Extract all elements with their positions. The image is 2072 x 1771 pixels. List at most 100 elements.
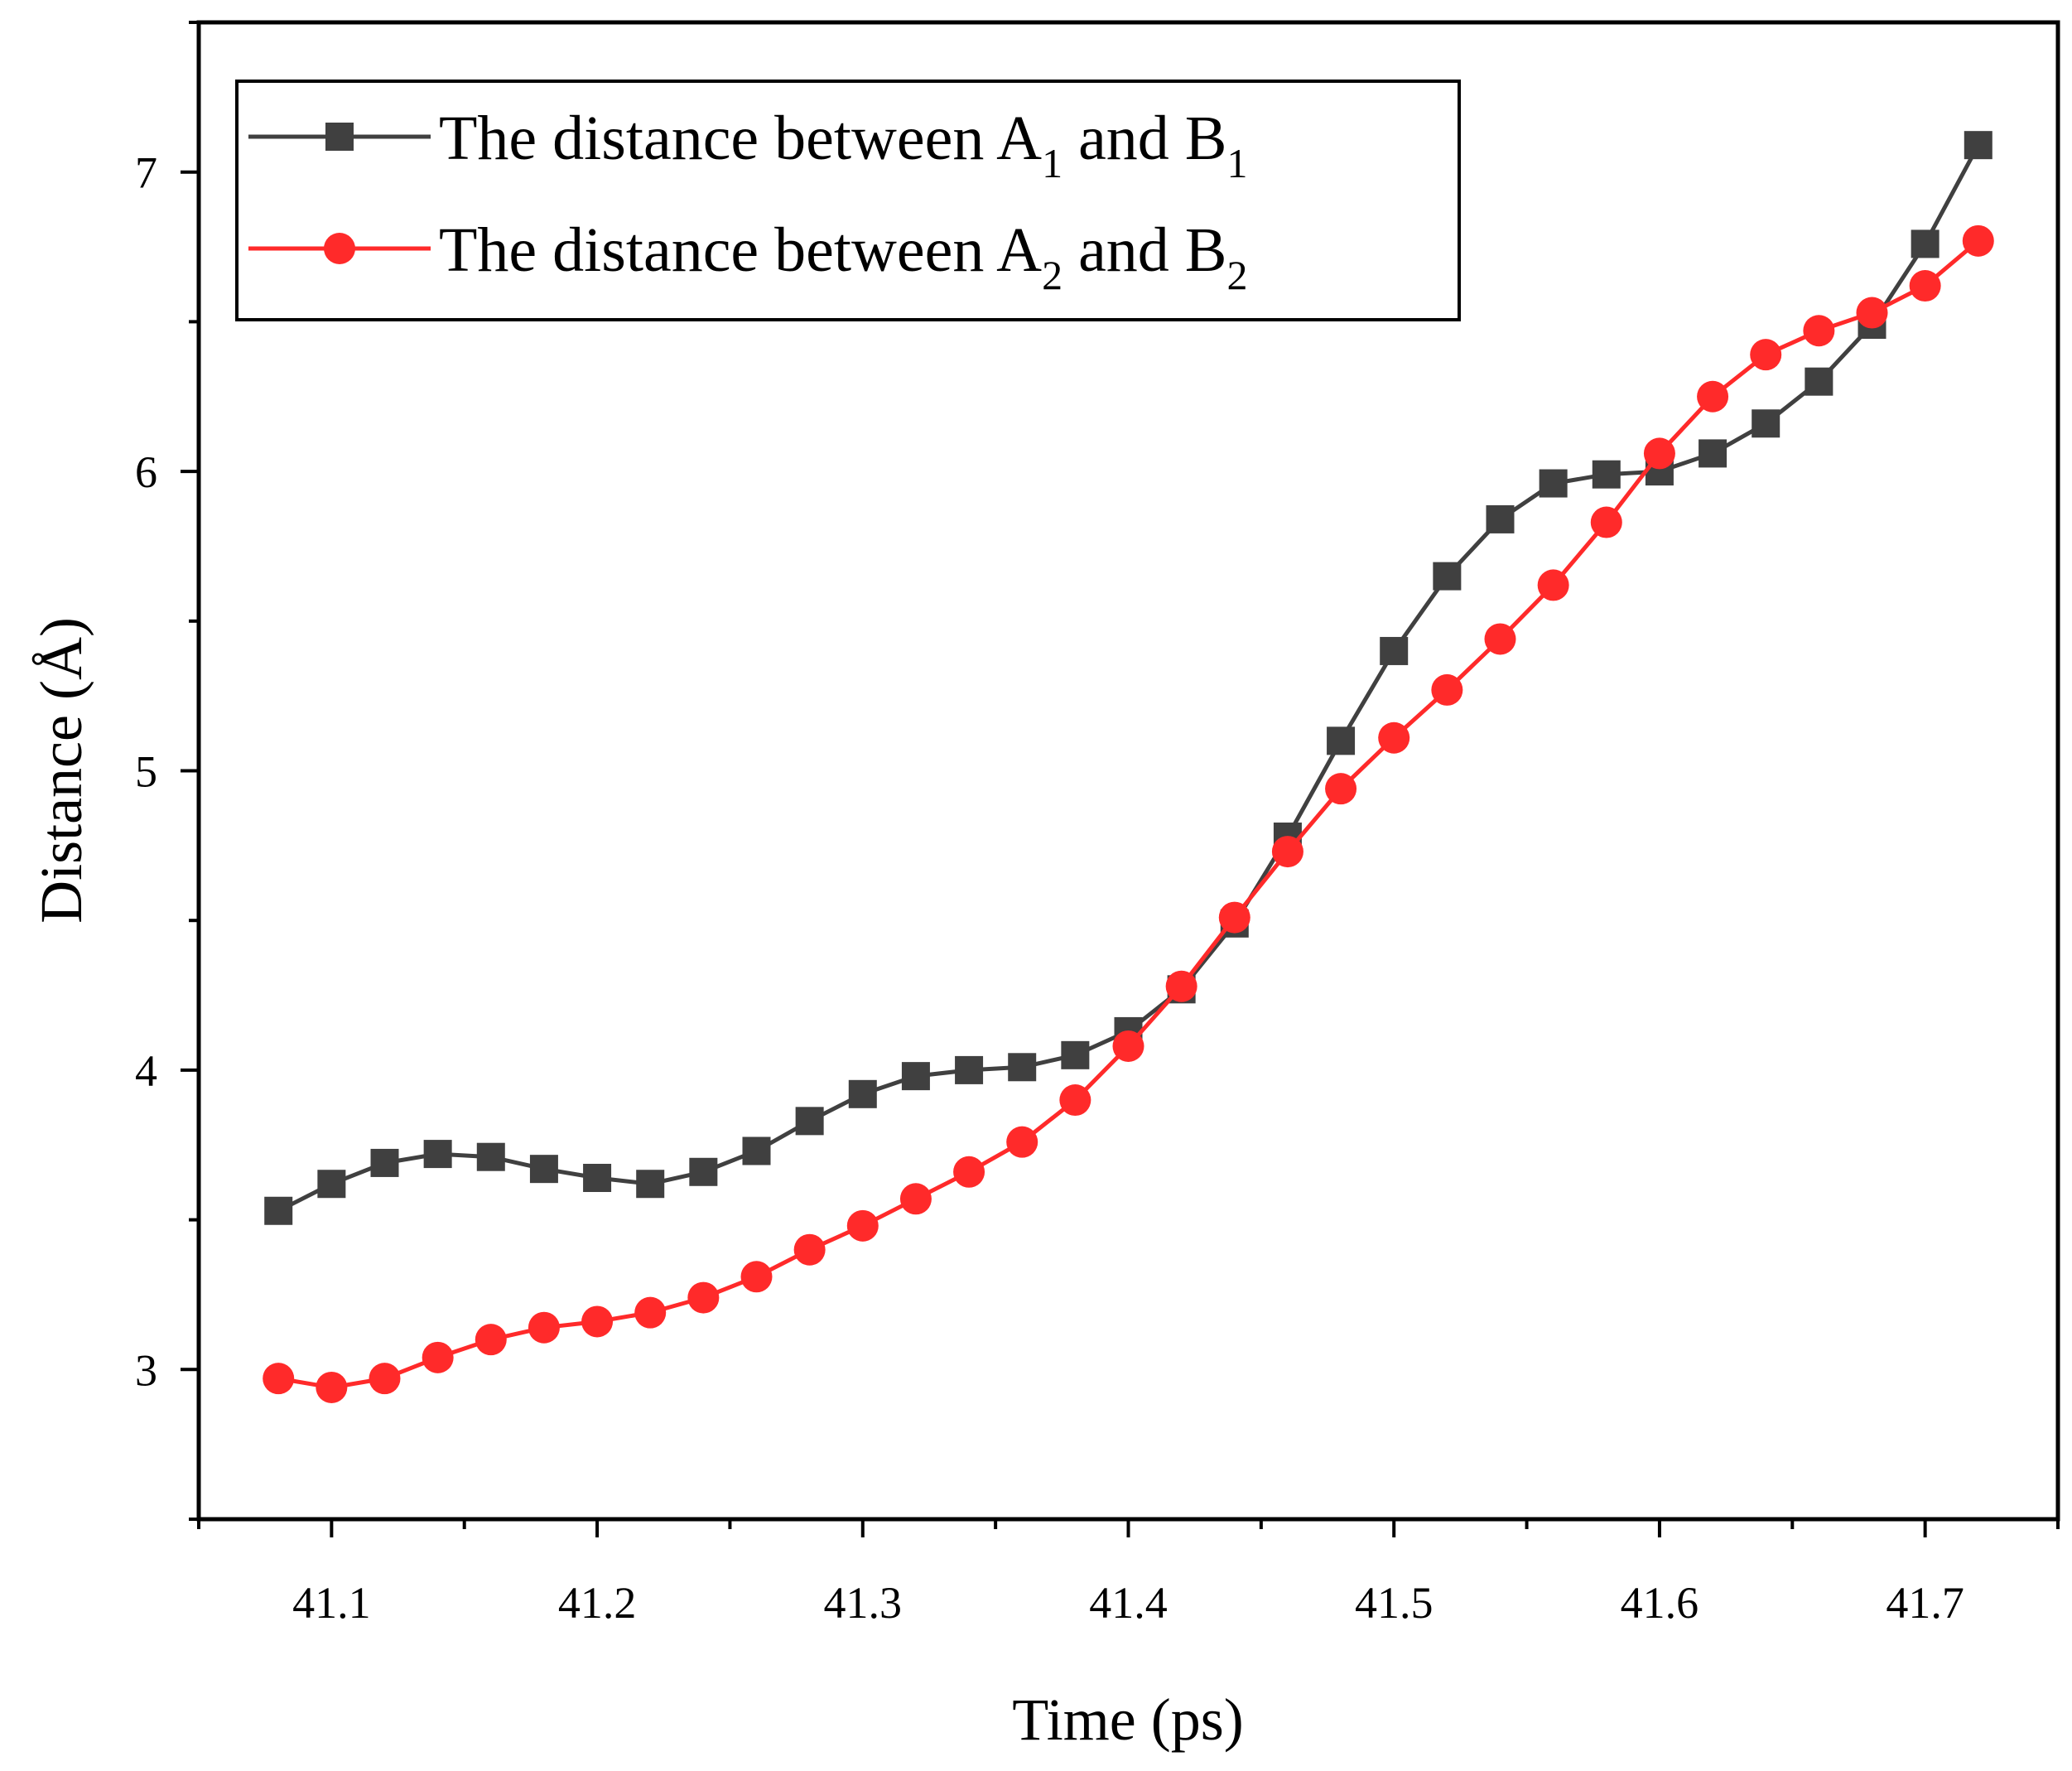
series-2-point [422,1341,454,1373]
series-2-point [1962,224,1994,257]
legend-subscript: 2 [1227,252,1248,298]
y-axis-title: Distance (Å) [28,617,94,924]
series-1-point [848,1079,877,1108]
series-2-point [793,1233,826,1266]
series-2-point [475,1324,507,1356]
legend-text-part: and B [1063,104,1226,173]
y-tick-labels: 3 4 5 6 7 [135,148,157,1396]
series-2-point [1006,1126,1038,1158]
series-1-point [1008,1053,1037,1082]
legend-box [235,80,1461,321]
legend-subscript: 1 [1042,140,1063,186]
series-1-point [1699,439,1727,468]
series-1-point [1061,1040,1090,1069]
series-1-point [689,1157,718,1186]
series-2-point [687,1281,720,1314]
x-axis-title: Time (ps) [1012,1687,1243,1753]
series-1-point [1539,469,1568,498]
legend-text-part: The distance between A [439,104,1042,173]
x-tick-label: 41.5 [1355,1578,1434,1628]
series-2-point [263,1363,295,1395]
series-2-point [1750,339,1782,371]
series-2-point [316,1371,348,1403]
series-2-point [899,1183,932,1215]
series-1-point [1327,726,1356,755]
series-2-point [528,1311,560,1344]
series-1-point [636,1170,665,1199]
legend-entry-2: The distance between A2 and B2 [248,215,1248,298]
series-2-point [953,1156,985,1188]
x-tick-label: 41.1 [292,1578,371,1628]
series-2-point [634,1296,667,1329]
y-tick-label: 6 [135,447,157,497]
x-tick-labels: 41.1 41.2 41.3 41.4 41.5 41.6 41.7 [292,1578,1964,1628]
series-1-point [795,1107,824,1136]
series-1-point [742,1136,771,1165]
series-2-point [1803,315,1835,347]
y-tick-label: 5 [135,747,157,797]
series-2-point [581,1305,614,1338]
series-1-point [264,1196,293,1225]
series-2-point [1484,623,1516,655]
x-tick-label: 41.6 [1621,1578,1699,1628]
series-2-point [1431,673,1463,706]
series-1-point [1964,131,1992,160]
series-1-point [317,1170,346,1199]
series-1-point [1592,460,1621,489]
series-layer [263,131,1994,1403]
series-1-point [529,1155,558,1184]
series-2-point [1271,836,1303,868]
series-2-line [277,239,1980,1390]
series-1-point [1380,636,1409,665]
series-1-point [1486,504,1515,533]
series-1-point [955,1055,984,1084]
series-2-point [1537,569,1569,601]
y-major-ticks [181,170,199,1372]
series-1-point [476,1142,505,1171]
legend-text-part: The distance between A [439,215,1042,285]
series-2 [263,224,1994,1403]
x-tick-label: 41.3 [824,1578,903,1628]
legend-marker [324,233,355,264]
series-2-point [1325,773,1357,805]
legend-entry-1: The distance between A1 and B1 [248,104,1248,186]
y-tick-label: 7 [135,148,157,198]
series-2-point [1218,901,1250,934]
series-2-point [846,1209,879,1242]
series-1-point [1433,562,1462,591]
series-2-point [740,1261,773,1293]
series-1-point [1911,229,1939,258]
series-1-point [1752,409,1780,438]
series-2-point [1697,380,1729,413]
legend-label: The distance between A2 and B2 [439,215,1248,298]
legend-marker [325,123,354,151]
series-2-point [1590,506,1622,538]
series-2-point [1059,1084,1091,1117]
series-1-point [901,1062,930,1091]
x-tick-label: 41.7 [1886,1578,1964,1628]
series-2-point [1112,1030,1144,1062]
y-tick-label: 3 [135,1345,157,1395]
series-2-point [1165,970,1197,1002]
series-2-point [1378,721,1410,754]
series-1-point [583,1164,612,1193]
series-2-point [1643,437,1675,470]
y-tick-label: 4 [135,1046,157,1096]
series-1-point [370,1148,399,1177]
series-2-point [1856,297,1888,329]
x-major-ticks [330,1519,1927,1537]
legend-subscript: 2 [1042,252,1063,298]
series-1-point [1805,367,1833,396]
x-tick-label: 41.4 [1089,1578,1168,1628]
legend-text-part: and B [1063,215,1226,285]
series-2-point [369,1363,401,1395]
plot-frame [196,20,2060,1522]
legend-label: The distance between A1 and B1 [439,104,1248,186]
legend-subscript: 1 [1227,140,1248,186]
series-1-point [423,1140,452,1169]
series-2-point [1909,270,1941,302]
x-tick-label: 41.2 [558,1578,637,1628]
